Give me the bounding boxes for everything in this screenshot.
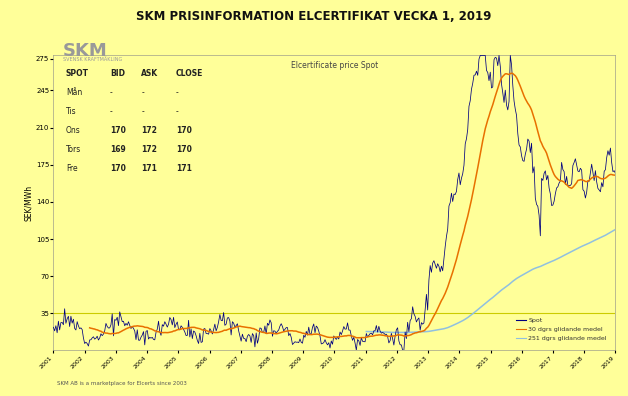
Text: Tors: Tors xyxy=(66,145,81,154)
Text: 170: 170 xyxy=(176,126,192,135)
Text: -: - xyxy=(110,88,112,97)
Text: -: - xyxy=(176,107,178,116)
Text: 171: 171 xyxy=(176,164,192,173)
Text: SKM AB is a marketplace for Elcerts since 2003: SKM AB is a marketplace for Elcerts sinc… xyxy=(57,381,187,386)
Text: 169: 169 xyxy=(110,145,126,154)
Text: -: - xyxy=(176,88,178,97)
Text: BID: BID xyxy=(110,69,125,78)
Text: ASK: ASK xyxy=(141,69,158,78)
Text: Mån: Mån xyxy=(66,88,82,97)
Text: Tis: Tis xyxy=(66,107,77,116)
Text: 172: 172 xyxy=(141,145,157,154)
Legend: Spot, 30 dgrs glidande medel, 251 dgrs glidande medel: Spot, 30 dgrs glidande medel, 251 dgrs g… xyxy=(516,318,607,341)
Text: CLOSE: CLOSE xyxy=(176,69,203,78)
Text: 170: 170 xyxy=(176,145,192,154)
Text: 171: 171 xyxy=(141,164,157,173)
Text: -: - xyxy=(141,88,144,97)
Text: -: - xyxy=(141,107,144,116)
Text: SPOT: SPOT xyxy=(66,69,89,78)
Text: Elcertificate price Spot: Elcertificate price Spot xyxy=(291,61,378,70)
Text: Ons: Ons xyxy=(66,126,80,135)
Text: 170: 170 xyxy=(110,126,126,135)
Text: 172: 172 xyxy=(141,126,157,135)
Text: SKM: SKM xyxy=(63,42,107,59)
Y-axis label: SEK/MWh: SEK/MWh xyxy=(24,185,33,221)
Text: -: - xyxy=(110,107,112,116)
Text: Fre: Fre xyxy=(66,164,78,173)
Text: 170: 170 xyxy=(110,164,126,173)
Text: SVENSK KRAFTMÄKLING: SVENSK KRAFTMÄKLING xyxy=(63,57,122,63)
Text: SKM PRISINFORMATION ELCERTIFIKAT VECKA 1, 2019: SKM PRISINFORMATION ELCERTIFIKAT VECKA 1… xyxy=(136,10,492,23)
